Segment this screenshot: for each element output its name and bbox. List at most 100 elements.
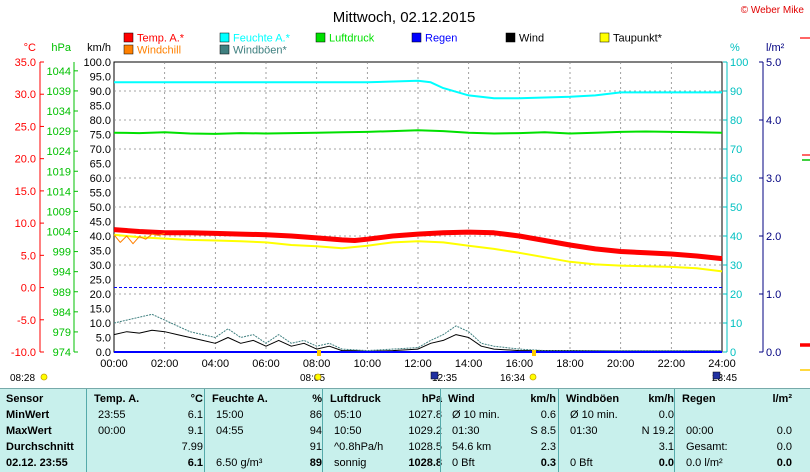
rain-axis-tick-label: 0.0 [766, 347, 781, 359]
stats-col-unit: % [312, 393, 322, 405]
wind-axis-tick-label: 30.0 [90, 260, 111, 272]
temp-axis-tick-label: -5.0 [17, 315, 36, 327]
series-line [113, 227, 723, 262]
rain-axis-tick-label: 3.0 [766, 173, 781, 185]
legend-label: Wind [519, 33, 544, 45]
pressure-axis-tick-label: 1004 [47, 227, 71, 239]
x-tick-label: 06:00 [252, 358, 280, 370]
wind-axis-tick-label: 80.0 [90, 115, 111, 127]
humidity-axis-tick-label: 0 [730, 347, 736, 359]
legend-swatch [219, 44, 230, 55]
pressure-axis-tick-label: 979 [53, 327, 71, 339]
stats-cell-value: 2.3 [540, 441, 556, 453]
series-line [113, 313, 722, 352]
pressure-axis-tick-label: 999 [53, 247, 71, 259]
stats-cell-value: 0.0 [776, 441, 792, 453]
stats-row-label: Sensor [6, 393, 44, 405]
temp-axis-tick-label: 15.0 [15, 186, 36, 198]
legend-swatch [123, 32, 134, 43]
sun-tick [317, 350, 321, 356]
humidity-axis-tick-label: 80 [730, 115, 742, 127]
x-tick-label: 24:00 [708, 358, 736, 370]
wind-axis-tick-label: 40.0 [90, 231, 111, 243]
stats-cell-left: 04:55 [216, 425, 244, 437]
series-line [113, 233, 723, 273]
sun-icon [40, 373, 48, 381]
stats-col-unit: l/m² [772, 393, 792, 405]
humidity-axis-tick-label: 70 [730, 144, 742, 156]
temp-axis-tick-label: -10.0 [11, 347, 36, 359]
stats-cell-left: 6.50 g/m³ [216, 457, 263, 469]
chart-title: Mittwoch, 02.12.2015 [333, 9, 476, 26]
stats-col-title: Regen [682, 393, 716, 405]
x-tick-label: 04:00 [202, 358, 230, 370]
stats-cell-left: sonnig [334, 457, 367, 469]
humidity-axis-tick-label: 40 [730, 231, 742, 243]
stats-cell-value: 7.99 [181, 441, 203, 453]
pressure-axis-tick-label: 1014 [47, 186, 71, 198]
wind-axis-tick-label: 50.0 [90, 202, 111, 214]
humidity-axis-tick-label: 50 [730, 202, 742, 214]
stats-cell-value: 89 [309, 457, 322, 469]
sun-time-label: 16:34 [500, 373, 525, 384]
pressure-axis-tick-label: 1044 [47, 66, 71, 78]
legend-label: Feuchte A.* [233, 33, 291, 45]
x-tick-label: 02:00 [151, 358, 179, 370]
rain-axis-label: l/m² [766, 42, 785, 54]
legend-label: Temp. A.* [137, 33, 185, 45]
pressure-axis-label: hPa [51, 42, 71, 54]
x-tick-label: 10:00 [354, 358, 382, 370]
legend-label: Windböen* [233, 45, 288, 57]
wind-axis-tick-label: 100.0 [83, 57, 111, 69]
x-tick-label: 12:00 [404, 358, 432, 370]
sun-icon [314, 373, 322, 381]
stats-cell-value: 91 [309, 441, 322, 453]
stats-col-unit: km/h [648, 393, 674, 405]
temp-axis-label: °C [24, 42, 36, 54]
stats-cell-value: 0.0 [658, 457, 674, 469]
wind-axis-tick-label: 65.0 [90, 159, 111, 171]
moon-icon [712, 371, 721, 380]
stats-cell-left: 15:00 [216, 409, 244, 421]
pressure-axis-tick-label: 974 [53, 347, 71, 359]
humidity-axis-tick-label: 20 [730, 289, 742, 301]
series-line [113, 329, 722, 352]
stats-row-label: Durchschnitt [6, 441, 74, 453]
humidity-axis-tick-label: 90 [730, 86, 742, 98]
x-tick-label: 00:00 [100, 358, 128, 370]
pressure-axis-tick-label: 1009 [47, 206, 71, 218]
wind-axis-tick-label: 70.0 [90, 144, 111, 156]
sun-icon [529, 373, 537, 381]
pressure-axis-tick-label: 1039 [47, 86, 71, 98]
stats-column-divider [204, 389, 205, 472]
stats-cell-left: 54.6 km [452, 441, 492, 453]
pressure-axis-tick-label: 984 [53, 307, 71, 319]
stats-cell-left: 0.0 l/m² [686, 457, 723, 469]
wind-axis-tick-label: 5.0 [96, 333, 111, 345]
sun-tick [532, 350, 536, 356]
wind-axis-tick-label: 25.0 [90, 275, 111, 287]
wind-axis-tick-label: 35.0 [90, 246, 111, 258]
wind-axis-tick-label: 15.0 [90, 304, 111, 316]
legend-label: Regen [425, 33, 457, 45]
stats-cell-left: 00:00 [98, 425, 126, 437]
pressure-axis-tick-label: 1029 [47, 126, 71, 138]
legend-swatch [411, 32, 422, 43]
x-tick-label: 18:00 [556, 358, 584, 370]
stats-cell-left: ^0.8hPa/h [334, 441, 384, 453]
stats-cell-left: 0 Bft [570, 457, 593, 469]
humidity-axis-tick-label: 100 [730, 57, 748, 69]
pressure-axis-tick-label: 989 [53, 287, 71, 299]
legend-swatch [505, 32, 516, 43]
temp-axis-tick-label: 20.0 [15, 154, 36, 166]
stats-cell-left: 01:30 [570, 425, 598, 437]
stats-col-unit: km/h [530, 393, 556, 405]
pressure-axis-tick-label: 1024 [47, 146, 71, 158]
copyright: © Weber Mike [740, 5, 804, 16]
pressure-axis-tick-label: 1019 [47, 166, 71, 178]
stats-cell-value: 0.3 [540, 457, 556, 469]
stats-col-title: Temp. A. [94, 393, 140, 405]
wind-axis-tick-label: 10.0 [90, 318, 111, 330]
wind-axis-label: km/h [87, 42, 111, 54]
stats-cell-left: Ø 10 min. [452, 409, 500, 421]
